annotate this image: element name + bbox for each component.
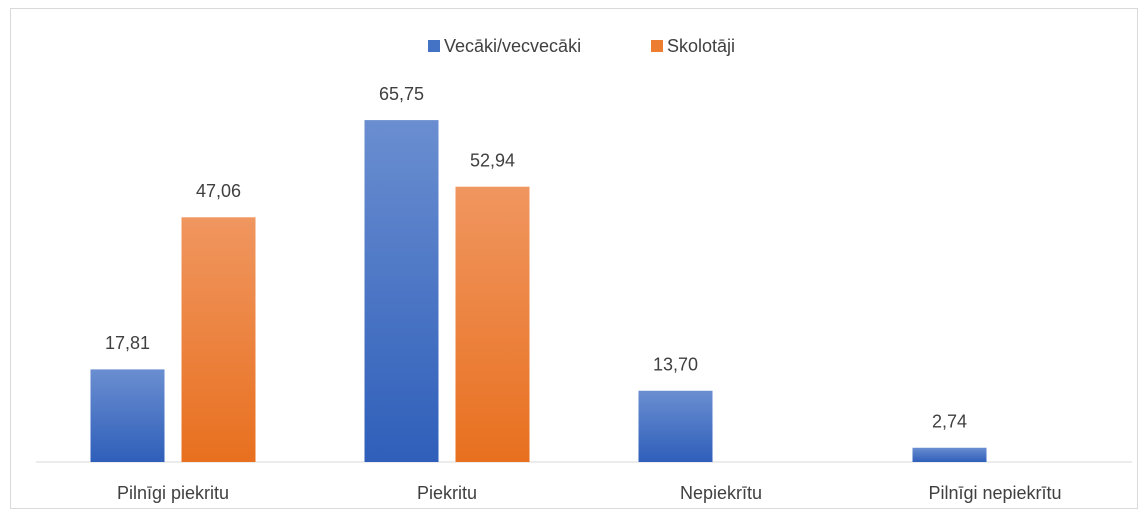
bar xyxy=(90,369,165,462)
bar xyxy=(364,120,439,462)
data-label: 2,74 xyxy=(932,412,967,432)
bar xyxy=(912,447,987,462)
legend-label: Vecāki/vecvecāki xyxy=(444,36,581,56)
bar xyxy=(455,186,530,462)
data-label: 65,75 xyxy=(379,84,424,104)
x-tick-label: Nepiekrītu xyxy=(680,483,762,503)
x-tick-label: Pilnīgi nepiekrītu xyxy=(928,483,1061,503)
legend-swatch xyxy=(651,40,663,52)
data-label: 47,06 xyxy=(196,181,241,201)
x-tick-label: Piekritu xyxy=(417,483,477,503)
data-label: 13,70 xyxy=(653,355,698,375)
data-label: 17,81 xyxy=(105,333,150,353)
legend-swatch xyxy=(428,40,440,52)
bar xyxy=(638,390,713,462)
bar xyxy=(181,217,256,462)
x-tick-label: Pilnīgi piekritu xyxy=(117,483,229,503)
chart-border xyxy=(10,8,1138,509)
data-label: 52,94 xyxy=(470,150,515,170)
legend-label: Skolotāji xyxy=(667,36,735,56)
